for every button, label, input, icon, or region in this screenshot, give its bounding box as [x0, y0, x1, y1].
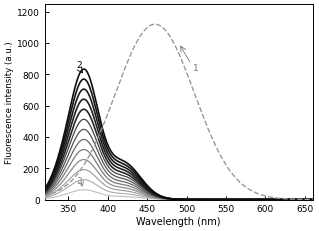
X-axis label: Wavelength (nm): Wavelength (nm) [137, 216, 221, 226]
Text: 3: 3 [76, 176, 82, 185]
Y-axis label: Fluorescence intensity (a.u.): Fluorescence intensity (a.u.) [5, 41, 14, 163]
Text: 1: 1 [193, 64, 199, 73]
Text: 2: 2 [76, 61, 82, 70]
